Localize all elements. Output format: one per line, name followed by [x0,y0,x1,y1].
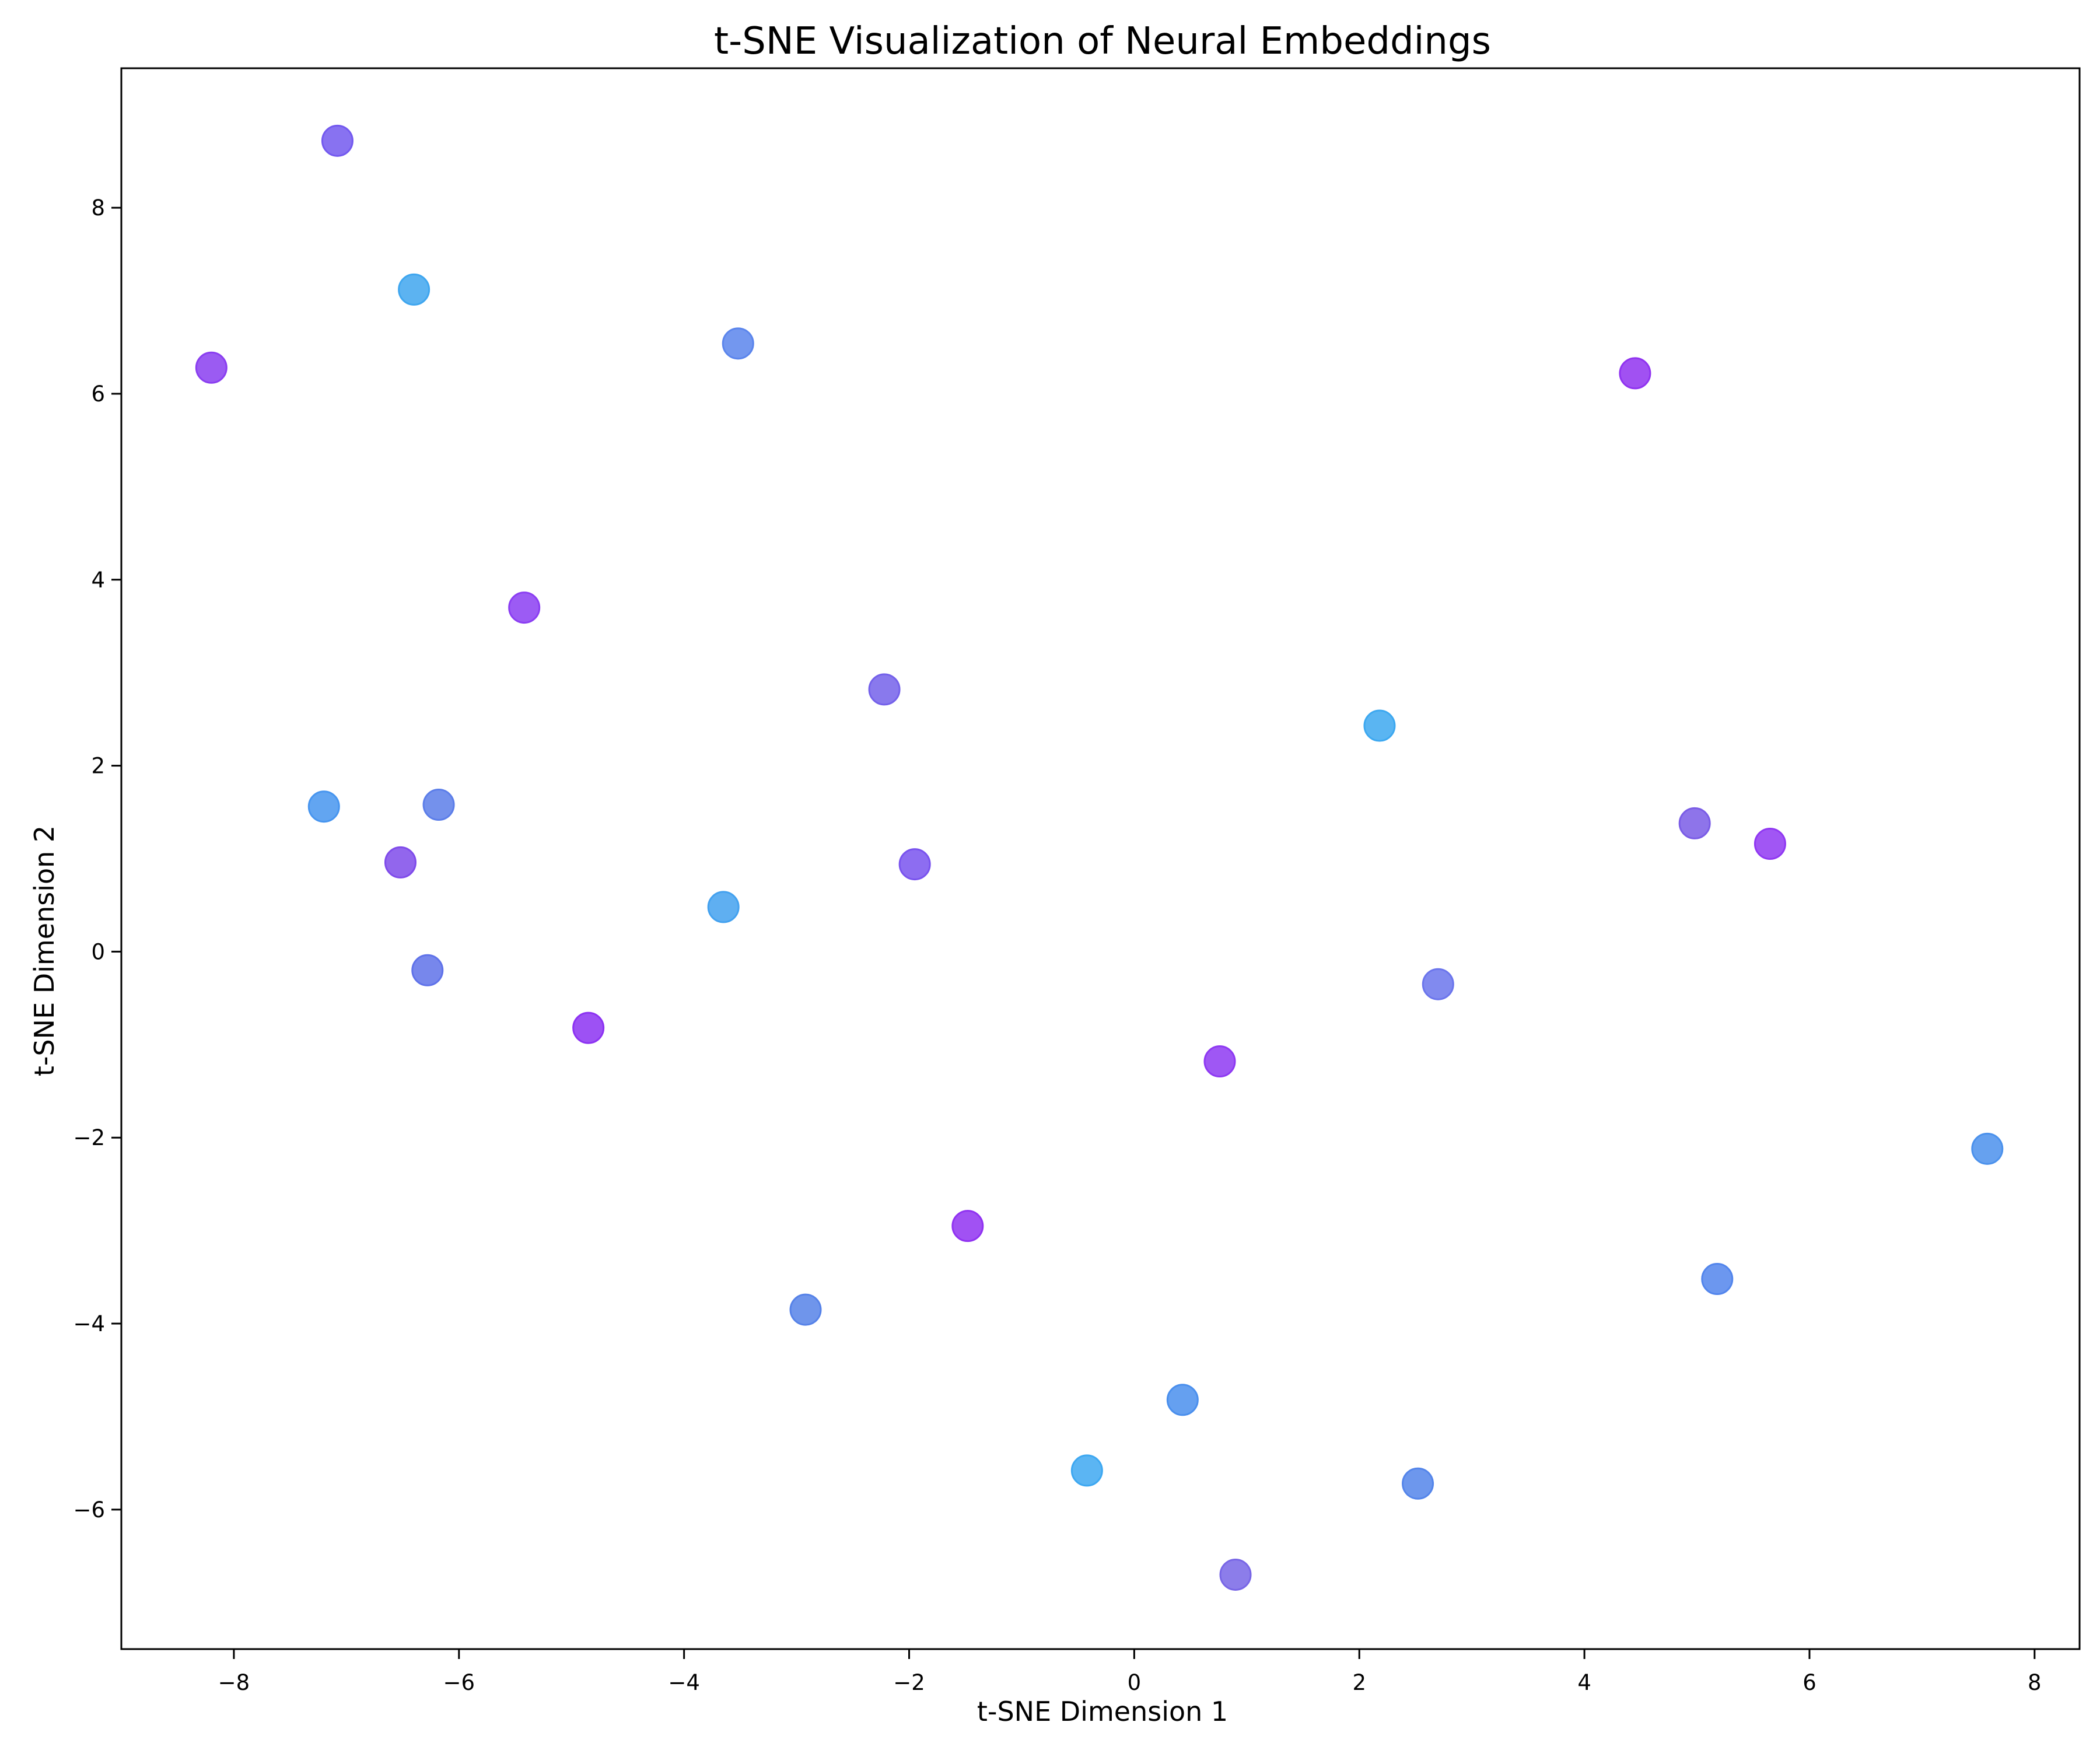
data-point-16 [411,954,444,986]
y-tick-label: 0 [91,939,105,964]
x-tick-label: 4 [1577,1670,1591,1695]
data-point-11 [1678,807,1711,839]
data-point-4 [722,327,754,360]
y-tick-label: 2 [91,754,105,779]
data-point-9 [307,790,340,823]
data-point-25 [1070,1454,1103,1487]
data-point-10 [422,789,455,821]
data-point-5 [1619,357,1651,390]
x-axis-label: t-SNE Dimension 1 [977,1696,1228,1727]
data-point-21 [951,1210,984,1242]
data-point-8 [1363,709,1396,742]
points-layer [195,124,2004,1591]
x-tick-label: 2 [1352,1670,1366,1695]
data-point-3 [195,351,228,384]
y-tick-label: −2 [73,1125,105,1150]
data-point-7 [868,673,901,706]
y-axis: −6 −4 −2 0 2 4 6 8 [73,195,121,1522]
data-point-13 [384,846,416,878]
x-tick-label: −8 [218,1670,250,1695]
data-point-18 [572,1012,605,1044]
data-point-19 [1203,1045,1236,1078]
data-point-22 [1701,1263,1734,1296]
x-tick-label: 0 [1128,1670,1142,1695]
x-tick-label: 8 [2028,1670,2042,1695]
y-tick-label: 8 [91,195,105,220]
y-tick-label: 6 [91,382,105,407]
chart-title: t-SNE Visualization of Neural Embeddings [714,20,1491,63]
y-tick-label: −6 [73,1497,105,1522]
data-point-17 [1422,968,1454,1000]
x-axis: −8 −6 −4 −2 0 2 4 6 8 [218,1649,2042,1695]
y-axis-label: t-SNE Dimension 2 [29,825,60,1076]
y-tick-label: −4 [73,1311,105,1336]
x-tick-label: −6 [443,1670,475,1695]
data-point-24 [1166,1384,1199,1416]
data-point-1 [321,124,354,157]
data-point-26 [1402,1467,1434,1500]
x-tick-label: 6 [1803,1670,1817,1695]
data-point-15 [707,891,740,923]
plot-frame [120,67,2081,1650]
data-point-12 [1754,827,1786,860]
data-point-2 [398,273,430,306]
data-point-6 [508,592,541,624]
data-point-20 [1971,1132,2004,1165]
y-tick-label: 4 [91,568,105,593]
data-point-23 [789,1293,822,1326]
x-tick-label: −4 [668,1670,700,1695]
data-point-14 [898,848,931,881]
data-point-27 [1219,1558,1252,1591]
x-tick-label: −2 [893,1670,925,1695]
